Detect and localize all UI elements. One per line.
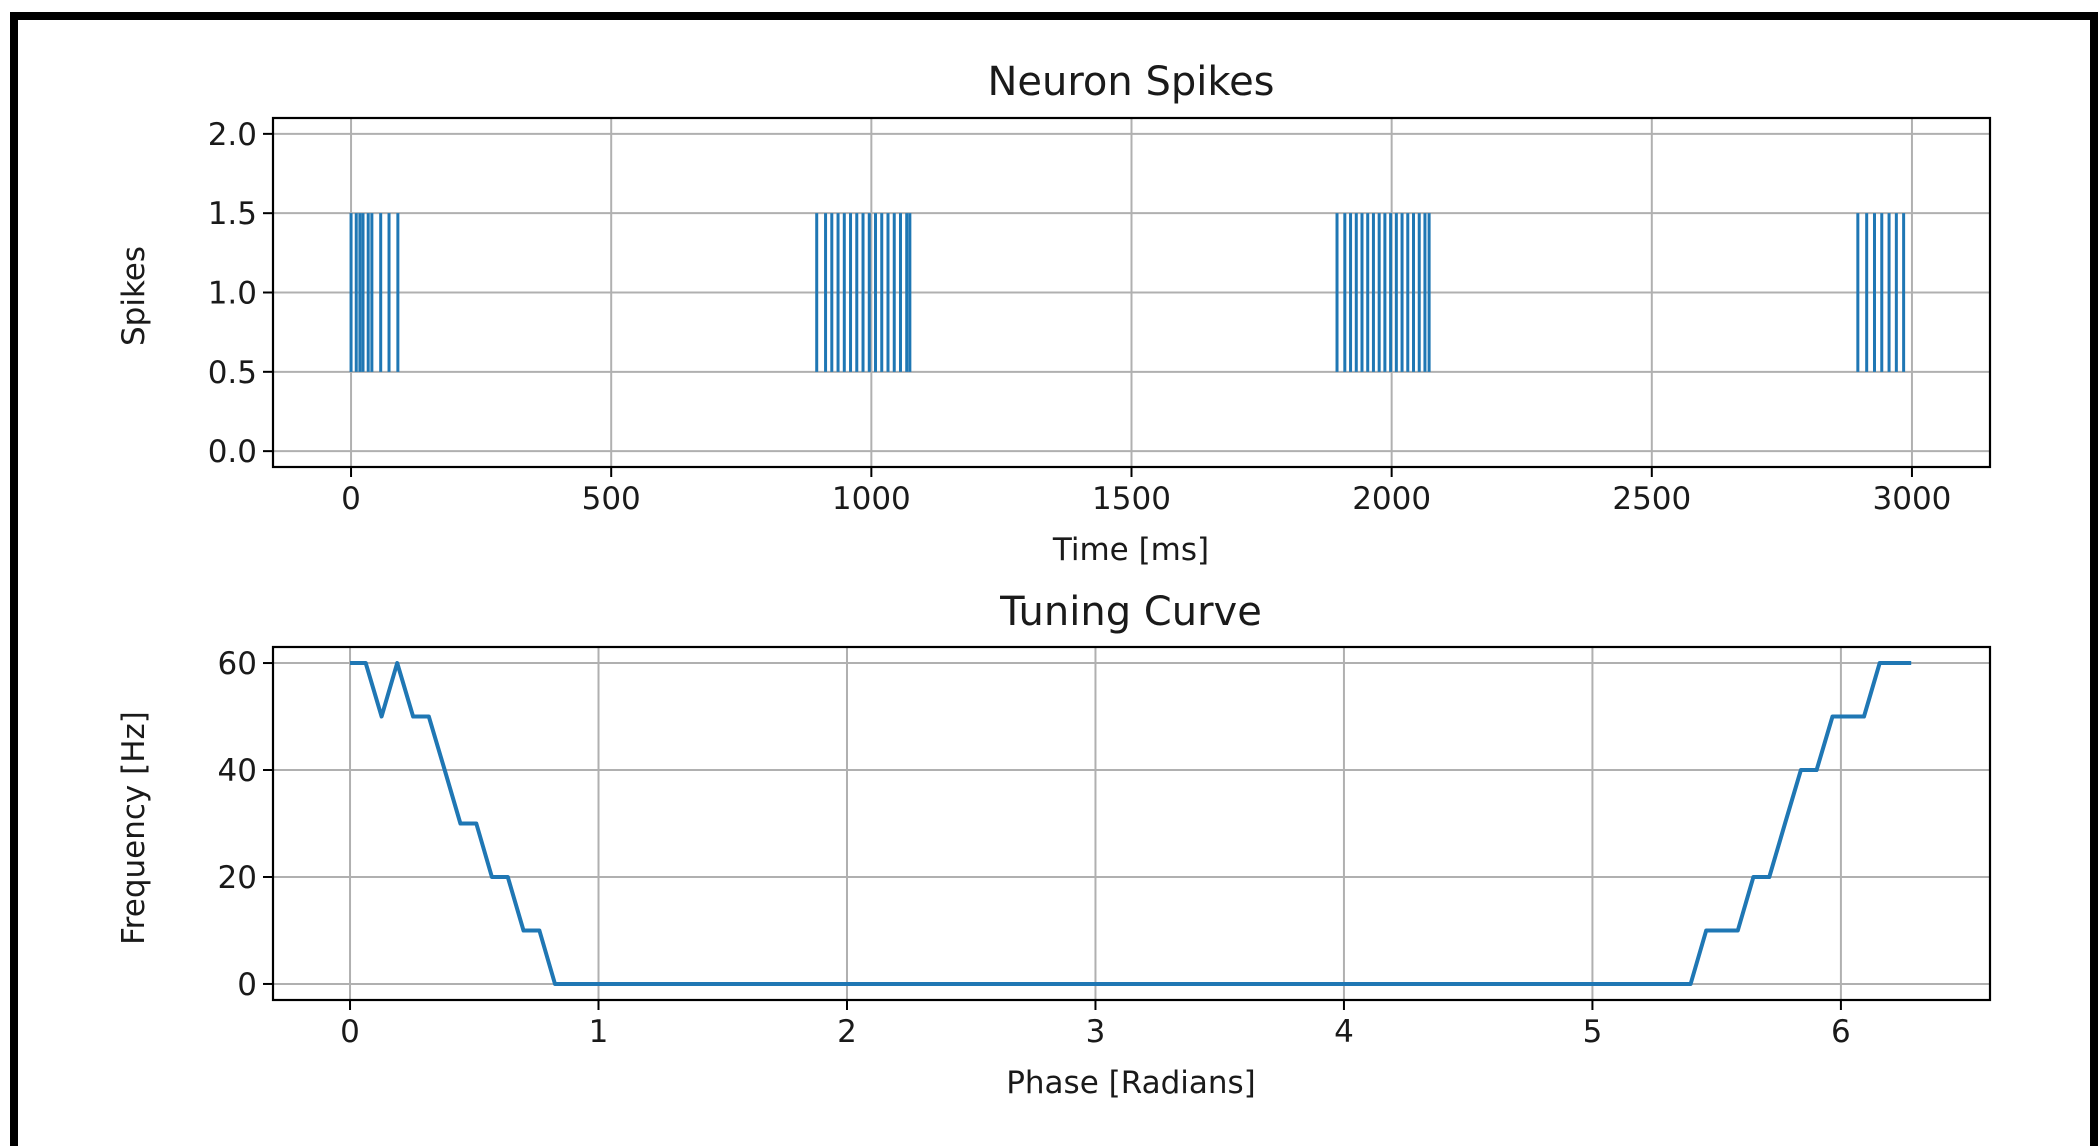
tuning-ytick-label: 40 [218,753,257,789]
figure-frame [10,12,2098,1146]
tuning-xtick-label: 6 [1831,1014,1851,1050]
spikes-xtick-label: 3000 [1873,481,1952,517]
tuning-xtick-label: 1 [589,1014,609,1050]
spikes-xtick-label: 1500 [1092,481,1171,517]
neuron-spikes-panel: Neuron Spikes Time [ms] Spikes 0 500 1000 1… [116,59,1992,568]
spikes-xlabel: Time [ms] [1052,532,1209,568]
tuning-xtick-label: 5 [1583,1014,1603,1050]
spikes-xtick-label: 0 [341,481,361,517]
spikes-xtick-label: 500 [582,481,641,517]
spikes-ylabel: Spikes [116,246,152,346]
tuning-xtick-label: 2 [837,1014,857,1050]
tuning-xlabel: Phase [Radians] [1006,1065,1256,1101]
spikes-title: Neuron Spikes [987,59,1274,105]
spikes-plot-area [271,116,1992,469]
tuning-ytick-label: 0 [237,967,257,1003]
tuning-xtick-label: 3 [1086,1014,1106,1050]
tuning-title: Tuning Curve [999,589,1262,635]
tuning-xtick-label: 4 [1334,1014,1354,1050]
tuning-curve-panel: Tuning Curve Phase [Radians] Frequency [… [116,589,1992,1101]
spikes-ytick-label: 2.0 [208,117,257,153]
spikes-ytick-label: 0.0 [208,434,257,470]
spikes-xtick-label: 2500 [1612,481,1691,517]
tuning-xtick-label: 0 [340,1014,360,1050]
tuning-curve-line [350,661,1912,986]
tuning-plot-area [271,645,1992,1002]
tuning-ytick-label: 60 [218,646,257,682]
spikes-xtick-label: 1000 [832,481,911,517]
spikes-ytick-label: 1.0 [208,276,257,312]
tuning-ylabel: Frequency [Hz] [116,711,152,945]
spikes-xtick-label: 2000 [1352,481,1431,517]
spikes-ytick-label: 0.5 [208,355,257,391]
tuning-ytick-label: 20 [218,860,257,896]
spikes-ytick-label: 1.5 [208,196,257,232]
